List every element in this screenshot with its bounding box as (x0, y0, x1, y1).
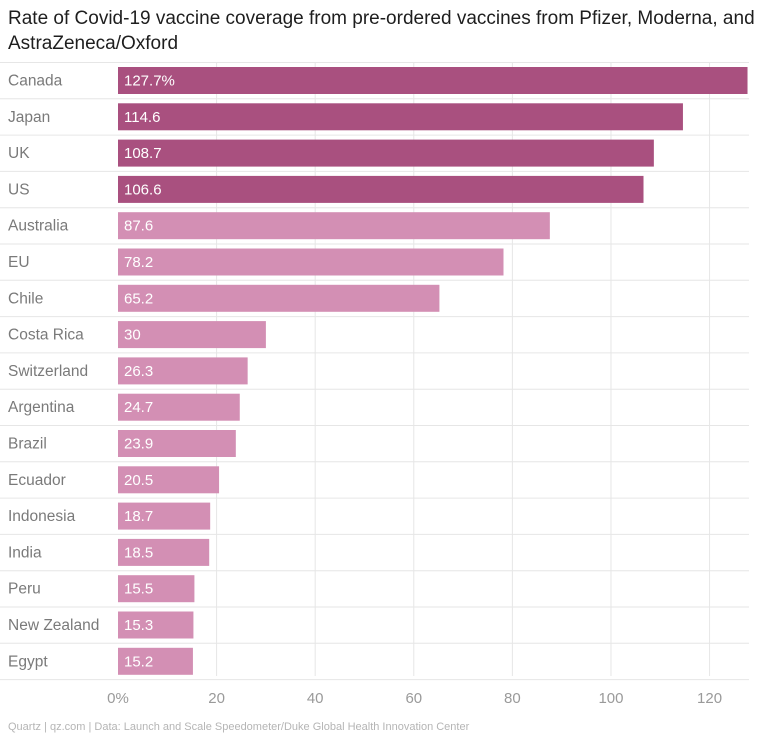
grid-lines (0, 62, 749, 681)
value-label: 65.2 (124, 290, 153, 307)
value-label: 108.7 (124, 145, 162, 162)
bar-chile (118, 284, 440, 312)
value-label: 24.7 (124, 399, 153, 416)
chart-title: Rate of Covid-19 vaccine coverage from p… (8, 8, 755, 54)
bar-canada (118, 67, 748, 94)
bar-switzerland (118, 357, 248, 385)
bar-argentina (118, 393, 240, 421)
category-label: India (8, 544, 42, 561)
bar-japan (118, 103, 683, 131)
category-label: Argentina (8, 399, 75, 416)
bar-us (118, 175, 644, 203)
value-label: 18.7 (124, 508, 153, 525)
category-label: US (8, 181, 30, 198)
x-tick-label: 60 (405, 690, 422, 707)
bar-australia (118, 212, 550, 240)
category-label: Japan (8, 109, 50, 126)
bar-costa-rica (118, 321, 266, 349)
x-tick-label: 120 (697, 690, 722, 707)
x-tick-label: 100 (598, 690, 623, 707)
category-labels: Canada Japan UK US Australia EU Chile Costa Ric… (8, 73, 99, 671)
bar-eu (118, 248, 504, 276)
value-label: 30 (124, 327, 141, 344)
category-label: Indonesia (8, 508, 76, 525)
bar-peru (118, 575, 195, 603)
category-label: EU (8, 254, 30, 271)
category-label: Egypt (8, 653, 48, 670)
bar-ecuador (118, 466, 220, 494)
category-label: Canada (8, 73, 63, 90)
category-label: Peru (8, 581, 41, 598)
value-label: 114.6 (124, 109, 160, 126)
bar-brazil (118, 430, 236, 457)
category-label: Switzerland (8, 363, 88, 380)
bar-new-zealand (118, 611, 194, 639)
bar-indonesia (118, 502, 211, 530)
bar-india (118, 538, 210, 566)
value-label: 23.9 (124, 436, 153, 453)
value-label: 15.3 (124, 617, 153, 634)
value-label: 106.6 (124, 181, 162, 198)
bar-uk (118, 139, 654, 167)
value-label: 15.2 (124, 653, 153, 670)
x-tick-label: 20 (208, 690, 225, 707)
category-label: Brazil (8, 436, 47, 453)
value-label: 127.7% (124, 73, 175, 90)
value-label: 26.3 (124, 363, 153, 380)
category-label: UK (8, 145, 30, 162)
value-label: 15.5 (124, 581, 153, 598)
x-tick-label: 80 (504, 690, 521, 707)
x-tick-label: 0% (107, 690, 129, 707)
source-note: Quartz | qz.com | Data: Launch and Scale… (8, 721, 470, 733)
category-label: Chile (8, 290, 43, 307)
value-label: 20.5 (124, 472, 153, 489)
category-label: Costa Rica (8, 327, 84, 344)
category-label: Australia (8, 218, 69, 235)
value-label: 87.6 (124, 218, 153, 235)
value-label: 18.5 (124, 544, 153, 561)
bars: 127.7% 114.6 108.7 106.6 87.6 78.2 65.2 30 26.3 2… (118, 67, 748, 675)
category-label: Ecuador (8, 472, 66, 489)
value-label: 78.2 (124, 254, 153, 271)
bar-egypt (118, 647, 193, 675)
category-label: New Zealand (8, 617, 99, 634)
x-tick-label: 40 (307, 690, 324, 707)
x-axis-ticks: 0% 20 40 60 80 100 120 (107, 690, 722, 707)
